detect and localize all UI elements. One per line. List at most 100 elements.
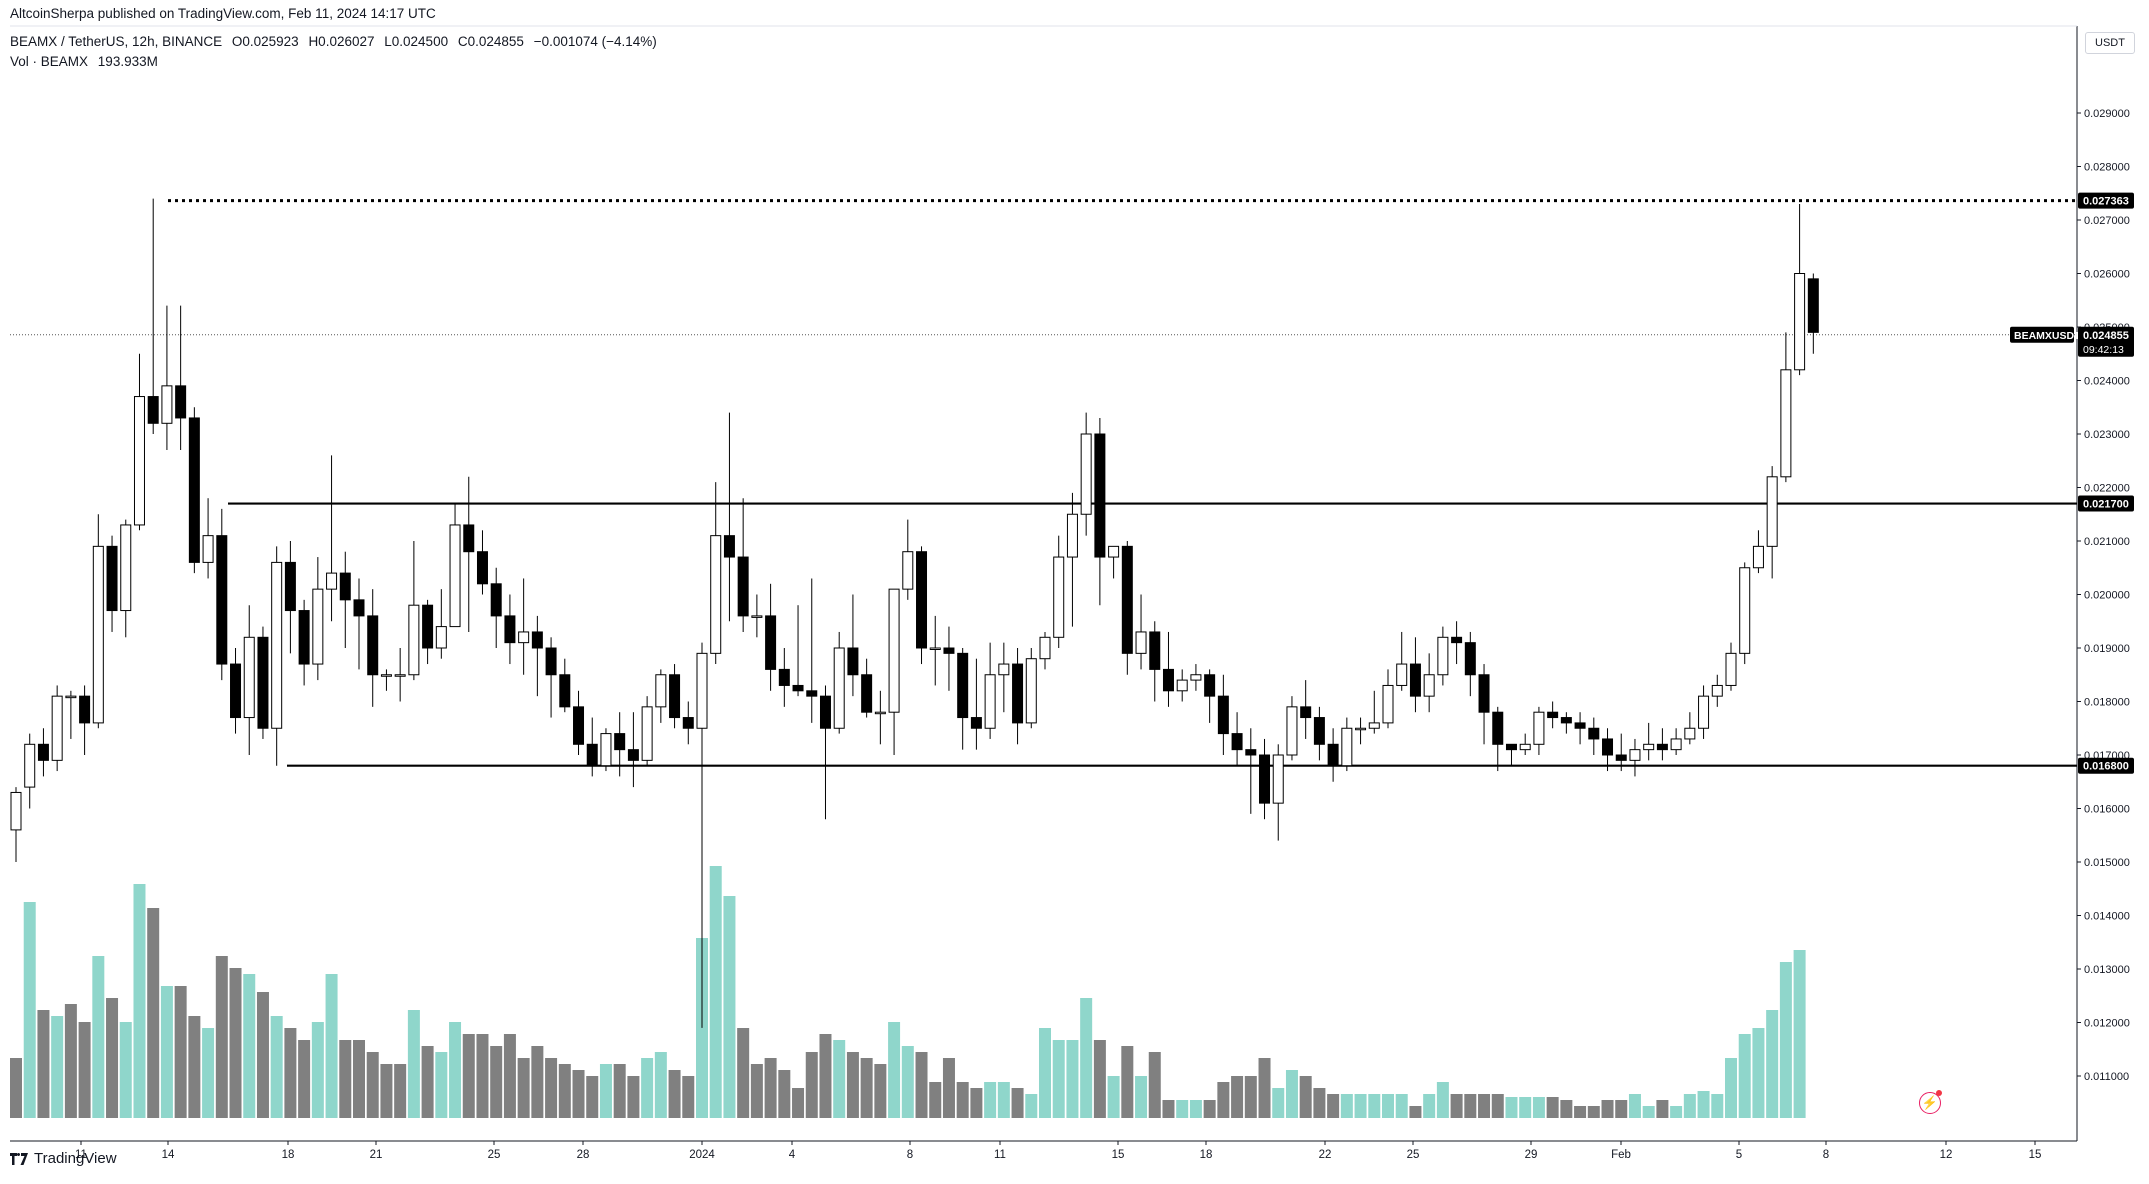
candle-body (1066, 513, 1078, 558)
candle-body (916, 551, 928, 649)
volume-bar (1683, 1094, 1696, 1118)
currency-selector[interactable]: USDT (2085, 32, 2135, 54)
symbol-legend[interactable]: BEAMX / TetherUS, 12h, BINANCE O0.025923… (10, 34, 663, 49)
x-tick-label: 11 (994, 1149, 1006, 1161)
candle-body (1615, 754, 1627, 761)
volume-bar (696, 938, 708, 1118)
ohlc-high: H0.026027 (308, 34, 375, 49)
last-price-tag (2078, 326, 2134, 357)
volume-bar (78, 1022, 91, 1118)
volume-bar (174, 986, 187, 1118)
candle-body (655, 674, 667, 708)
x-tick-label: 5 (1736, 1149, 1742, 1161)
volume-bar (723, 896, 736, 1118)
candle-body (874, 711, 886, 715)
volume-bar (133, 884, 146, 1118)
candle-body (1698, 695, 1710, 729)
volume-bar (1025, 1094, 1038, 1118)
symbol-name[interactable]: BEAMX / TetherUS, 12h, BINANCE (10, 34, 223, 49)
volume-bar (1066, 1040, 1079, 1118)
volume-bar (1601, 1100, 1614, 1118)
candle-body (861, 674, 873, 713)
candle-body (1313, 717, 1325, 745)
candle-body (380, 674, 392, 677)
volume-bar (627, 1076, 640, 1118)
candle-body (1355, 727, 1367, 731)
y-tick-label: 0.020000 (2084, 590, 2130, 602)
candle-body (669, 674, 681, 719)
candle-body (339, 572, 351, 601)
brand-name: TradingView (34, 1150, 117, 1167)
y-tick-label: 0.013000 (2084, 964, 2130, 976)
volume-bar (394, 1064, 407, 1118)
volume-bar (256, 992, 269, 1118)
volume-bar (1450, 1094, 1463, 1118)
candle-body (1012, 663, 1024, 724)
volume-bar (188, 1016, 201, 1118)
candle-body (1533, 711, 1545, 745)
candle-body (79, 695, 91, 724)
candle-body (1739, 567, 1751, 654)
symbol-tag-text: BEAMXUSDT (2014, 330, 2081, 342)
candle-body (257, 636, 269, 729)
candle-body (367, 615, 379, 676)
volume-legend[interactable]: Vol · BEAMX 193.933M (10, 54, 164, 69)
volume-bar (1121, 1046, 1134, 1118)
volume-bar (1217, 1082, 1230, 1118)
candle-body (1149, 631, 1161, 670)
candle-body (1807, 278, 1819, 333)
lightning-icon[interactable]: ⚡ (1919, 1092, 1941, 1114)
volume-bar (668, 1070, 681, 1118)
candle-body (1259, 754, 1271, 804)
volume-bar (325, 974, 338, 1118)
volume-bar (1628, 1094, 1641, 1118)
y-tick-label: 0.014000 (2084, 911, 2130, 923)
candle-body (1204, 674, 1216, 697)
candle-body (545, 647, 557, 676)
volume-bar (819, 1034, 832, 1118)
volume-bar (750, 1064, 763, 1118)
candle-body (1396, 663, 1408, 686)
volume-bar (1244, 1076, 1257, 1118)
volume-label[interactable]: Vol · BEAMX (10, 54, 89, 69)
x-tick-label: 18 (1200, 1149, 1213, 1161)
volume-bar (709, 866, 722, 1118)
candle-body (765, 615, 777, 670)
x-tick-label: 21 (370, 1149, 383, 1161)
candle-body (806, 690, 818, 697)
ohlc-change: −0.001074 (−4.14%) (533, 34, 657, 49)
volume-bar (1766, 1010, 1779, 1118)
candle-body (1176, 679, 1188, 692)
volume-bar (1423, 1094, 1436, 1118)
volume-bar (1189, 1100, 1202, 1118)
y-tick-label: 0.026000 (2084, 269, 2130, 281)
volume-bar (517, 1058, 530, 1118)
volume-bar (1779, 962, 1792, 1118)
volume-bar (1093, 1040, 1106, 1118)
volume-bar (229, 968, 242, 1118)
candle-body (1588, 727, 1600, 740)
volume-bar (119, 1022, 132, 1118)
volume-bar (984, 1082, 997, 1118)
candle-body (1080, 433, 1092, 515)
volume-bar (1464, 1094, 1477, 1118)
candle-body (230, 663, 242, 719)
candle-body (723, 535, 735, 558)
tradingview-logo[interactable]: TradingView (10, 1150, 117, 1167)
volume-bar (792, 1088, 805, 1118)
volume-bar (10, 1058, 22, 1118)
candle-body (353, 599, 365, 617)
volume-bar (888, 1022, 901, 1118)
level-price-text: 0.027363 (2083, 196, 2129, 208)
volume-bar (1505, 1097, 1518, 1118)
candle-body (1752, 545, 1764, 569)
volume-bar (572, 1070, 585, 1118)
candle-body (573, 706, 585, 745)
candle-body (888, 588, 900, 713)
volume-bar (1478, 1094, 1491, 1118)
volume-bar (901, 1046, 914, 1118)
candle-body (490, 583, 502, 617)
volume-bar (1546, 1097, 1559, 1118)
y-tick-label: 0.028000 (2084, 162, 2130, 174)
